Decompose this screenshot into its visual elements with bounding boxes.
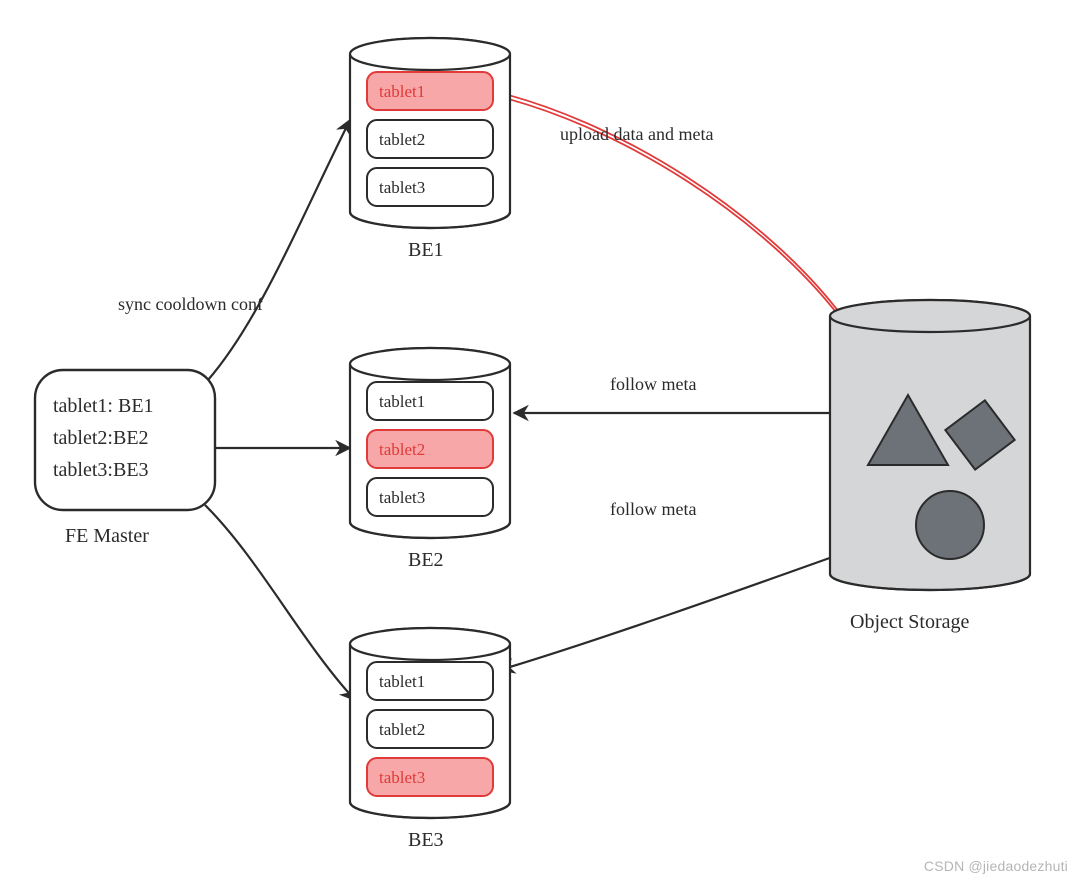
tablet-label: tablet2 bbox=[379, 720, 425, 739]
be-cylinder-be1: tablet1 tablet2 tablet3 bbox=[350, 38, 510, 228]
edge bbox=[480, 88, 845, 320]
be-cylinder-be2: tablet1 tablet2 tablet3 bbox=[350, 348, 510, 538]
tablet-label: tablet2 bbox=[379, 130, 425, 149]
watermark-text: CSDN @jiedaodezhuti bbox=[924, 858, 1068, 874]
be-cylinder-be3: tablet1 tablet2 tablet3 bbox=[350, 628, 510, 818]
edge-label: follow meta bbox=[610, 499, 696, 519]
edge-label: sync cooldown conf bbox=[118, 294, 263, 314]
tablet-label: tablet1 bbox=[379, 82, 425, 101]
architecture-diagram: tablet1: BE1tablet2:BE2tablet3:BE3tablet… bbox=[0, 0, 1080, 880]
be-label: BE2 bbox=[408, 549, 444, 571]
edge bbox=[500, 555, 838, 670]
circle-icon bbox=[916, 491, 984, 559]
fe-master-line: tablet3:BE3 bbox=[53, 459, 149, 481]
tablet-label: tablet2 bbox=[379, 440, 425, 459]
tablet-label: tablet3 bbox=[379, 768, 425, 787]
edge-label: follow meta bbox=[610, 374, 696, 394]
fe-master: tablet1: BE1 tablet2:BE2 tablet3:BE3 bbox=[35, 370, 215, 510]
be-label: BE3 bbox=[408, 829, 444, 851]
tablet-label: tablet3 bbox=[379, 178, 425, 197]
be-label: BE1 bbox=[408, 239, 444, 261]
tablet-label: tablet3 bbox=[379, 488, 425, 507]
tablet-label: tablet1 bbox=[379, 392, 425, 411]
object-storage-label: Object Storage bbox=[850, 611, 970, 633]
fe-master-line: tablet1: BE1 bbox=[53, 395, 154, 417]
object-storage bbox=[830, 300, 1030, 590]
fe-master-line: tablet2:BE2 bbox=[53, 427, 149, 449]
tablet-label: tablet1 bbox=[379, 672, 425, 691]
edge-label: upload data and meta bbox=[560, 124, 713, 144]
edge bbox=[208, 120, 350, 380]
fe-master-label: FE Master bbox=[65, 525, 149, 547]
edge bbox=[205, 505, 355, 700]
